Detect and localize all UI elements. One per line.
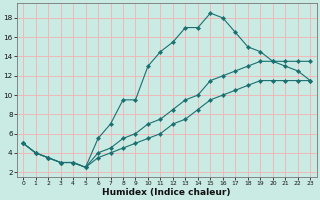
X-axis label: Humidex (Indice chaleur): Humidex (Indice chaleur) bbox=[102, 188, 231, 197]
